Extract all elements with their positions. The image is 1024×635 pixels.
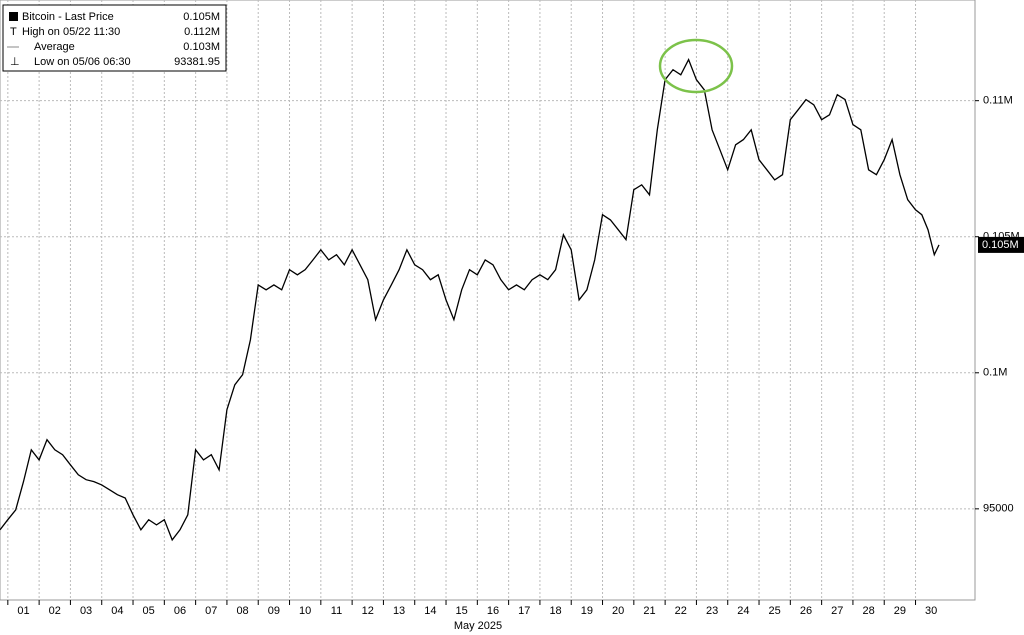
x-tick-label: 24 [737,605,749,617]
x-tick-label: 15 [456,605,468,617]
legend-label: High on 05/22 11:30 [22,26,120,38]
y-tick-label: 95000 [983,503,1014,515]
x-tick-label: 19 [581,605,593,617]
x-tick-label: 05 [143,605,155,617]
x-tick-label: 21 [643,605,655,617]
highlight-circle [658,38,734,94]
x-tick-label: 06 [174,605,186,617]
x-tick-label: 28 [862,605,874,617]
x-tick-label: 25 [769,605,781,617]
x-tick-label: 01 [17,605,29,617]
x-tick-label: 17 [518,605,530,617]
legend-icon: ⊥ [10,56,20,68]
x-tick-label: 20 [612,605,624,617]
legend-icon: T [10,26,17,38]
x-tick-label: 13 [393,605,405,617]
legend-label: Low on 05/06 06:30 [34,56,131,68]
x-tick-label: 02 [49,605,61,617]
legend-value: 0.105M [183,11,220,23]
price-line [0,58,940,542]
x-tick-label: 03 [80,605,92,617]
x-tick-label: 16 [487,605,499,617]
x-tick-label: 23 [706,605,718,617]
y-tick-label: 0.1M [983,367,1007,379]
x-tick-label: 12 [362,605,374,617]
last-price-label: 0.105M [982,239,1019,251]
x-tick-label: 10 [299,605,311,617]
last-price-tag [978,236,1024,253]
x-axis-label: May 2025 [454,620,502,632]
x-tick-label: 11 [331,605,342,617]
x-tick-label: 08 [236,605,248,617]
legend-value: 0.112M [184,26,220,38]
x-tick-label: 09 [268,605,280,617]
plot-area [0,0,976,601]
x-tick-label: 18 [549,605,561,617]
x-tick-label: 07 [205,605,217,617]
x-tick-label: 26 [800,605,812,617]
lines [0,58,940,542]
legend-label: Average [34,41,75,53]
x-tick-label: 14 [424,605,436,617]
x-tick-label: 29 [894,605,906,617]
x-tick-label: 27 [831,605,843,617]
y-tick-label: 0.11M [983,95,1013,107]
legend-value: 93381.95 [174,56,220,68]
x-tick-label: 22 [675,605,687,617]
x-tick-label: 04 [111,605,123,617]
x-tick-label: 30 [925,605,937,617]
legend-swatch [9,12,18,21]
legend: Bitcoin - Last Price 0.105M T High on 05… [2,4,227,72]
legend-box [2,4,227,72]
legend-label: Bitcoin - Last Price [22,11,114,23]
legend-value: 0.103M [183,41,220,53]
